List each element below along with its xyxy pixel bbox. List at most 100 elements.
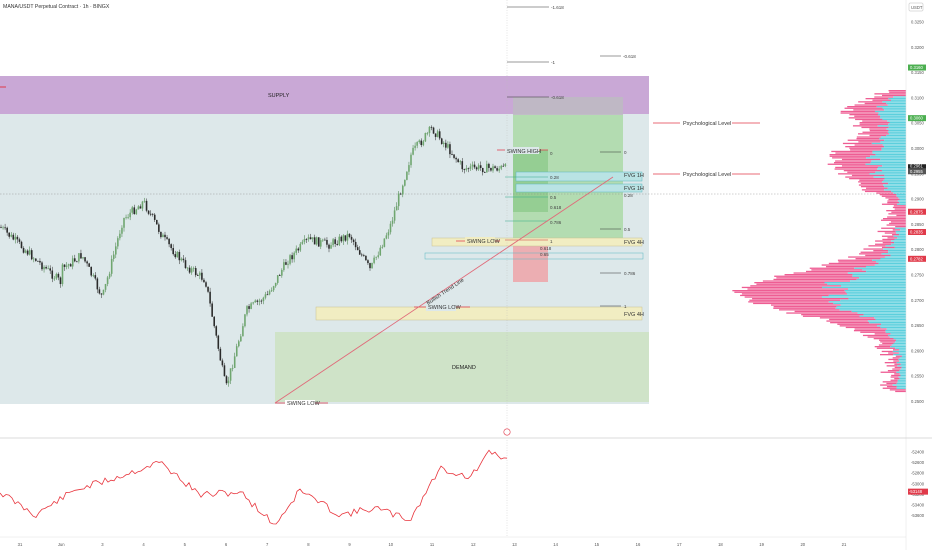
profile-bar-pink	[784, 274, 853, 276]
event-marker-icon[interactable]	[503, 428, 511, 436]
profile-bar-pink	[892, 368, 901, 370]
profile-bar-pink	[866, 187, 888, 189]
candle-body	[16, 236, 19, 240]
candle-body	[381, 246, 384, 248]
fvg-4h-box-b[interactable]	[315, 306, 643, 321]
profile-bar-pink	[874, 346, 891, 348]
profile-bar-cyan	[877, 166, 906, 169]
profile-bar-cyan	[896, 339, 906, 341]
profile-bar-pink	[849, 178, 885, 180]
price-tick-label: 0.2650	[911, 323, 924, 328]
profile-bar-cyan	[882, 181, 906, 183]
fib-label-top-3: -0.618	[551, 95, 564, 100]
profile-bar-pink	[882, 218, 906, 220]
profile-bar-cyan	[841, 285, 906, 287]
candle-body	[258, 300, 261, 302]
profile-bar-pink	[841, 158, 881, 161]
fvg-1h-box-b[interactable]	[515, 183, 643, 193]
candle-body	[141, 201, 144, 209]
profile-bar-cyan	[894, 246, 906, 249]
candle-body	[22, 248, 25, 253]
candle-body	[168, 238, 170, 245]
profile-bar-pink	[881, 246, 895, 249]
candle-body	[53, 278, 56, 280]
indicator-line	[0, 449, 508, 525]
profile-bar-pink	[819, 317, 875, 319]
candle-body	[299, 243, 302, 251]
candle-body	[428, 126, 431, 133]
candle-body	[328, 244, 330, 249]
candle-body	[440, 138, 443, 145]
profile-bar-cyan	[887, 120, 906, 122]
candle-body	[137, 206, 140, 210]
profile-bar-cyan	[901, 355, 906, 357]
price-tick-label: 0.2850	[911, 222, 924, 227]
profile-bar-cyan	[896, 387, 906, 389]
candle-body	[445, 142, 447, 148]
candle-body	[147, 210, 150, 214]
currency-label: USDT	[911, 5, 923, 10]
profile-bar-cyan	[870, 155, 906, 157]
time-tick-label: 15	[594, 542, 599, 547]
fvg-4h-label-b: FVG 4H	[624, 312, 644, 318]
profile-bar-cyan	[879, 117, 906, 119]
profile-bar-pink	[860, 251, 889, 253]
candle-body	[37, 260, 39, 262]
candle-body	[379, 247, 382, 256]
candle-body	[88, 263, 90, 267]
profile-bar-pink	[848, 117, 880, 119]
fvg-1h-box-a[interactable]	[515, 171, 643, 182]
candle-body	[123, 217, 125, 228]
profile-bar-cyan	[885, 245, 906, 247]
candle-body	[342, 235, 345, 242]
fib-label-h1: 1	[624, 304, 627, 309]
profile-bar-cyan	[869, 322, 906, 324]
profile-bar-pink	[858, 133, 889, 135]
symbol-title[interactable]: MANA/USDT Perpetual Contract · 1h · BING…	[3, 4, 110, 10]
indicator-axis[interactable]: -53600-53400-53200-53000-52800-52600-524…	[908, 450, 928, 519]
time-axis[interactable]: 31 Jun 3 4 5 6 7 8 9 10 11 12 13 14 15 16 17 18 19 20 21	[18, 542, 847, 547]
profile-bar-pink	[858, 101, 883, 103]
profile-bar-pink	[878, 344, 892, 346]
candle-body	[2, 227, 4, 229]
fib-label-05: 0.5	[550, 195, 557, 200]
currency-button[interactable]	[908, 2, 924, 12]
time-tick-label: 21	[842, 542, 847, 547]
time-tick-label: 11	[430, 542, 435, 547]
candle-body	[112, 254, 115, 259]
fvg-4h-box-a[interactable]	[431, 237, 643, 247]
bullish-trend-line[interactable]	[274, 176, 614, 404]
profile-bar-cyan	[896, 195, 906, 197]
profile-bar-pink	[844, 107, 883, 109]
candle-body	[45, 266, 47, 269]
profile-bar-pink	[858, 184, 884, 186]
profile-bar-cyan	[896, 362, 906, 364]
candle-body	[492, 166, 494, 171]
profile-bar-pink	[892, 206, 906, 209]
candle-body	[192, 268, 195, 269]
profile-bar-pink	[882, 238, 895, 241]
price-axis[interactable]: 0.3250 0.3200 0.3150 0.3100 0.3050 0.3000 0.29…	[911, 20, 924, 405]
candle-body	[297, 248, 300, 251]
profile-bar-pink	[859, 179, 884, 181]
profile-bar-cyan	[894, 238, 906, 241]
candle-body	[426, 132, 429, 134]
profile-bar-cyan	[883, 184, 906, 186]
candle-body	[238, 341, 240, 347]
demand-zone[interactable]	[275, 332, 649, 402]
candle-body	[303, 239, 306, 242]
time-tick-label: 10	[388, 542, 393, 547]
candle-body	[225, 376, 228, 384]
profile-bar-cyan	[822, 286, 906, 289]
price-tick-label: 0.3200	[911, 45, 924, 50]
indicator-tick-label: -53000	[911, 481, 925, 486]
candle-body	[283, 262, 285, 271]
candle-body	[268, 291, 271, 295]
profile-bar-cyan	[884, 256, 906, 258]
profile-bar-cyan	[878, 262, 906, 265]
profile-bar-pink	[753, 302, 834, 305]
candle-body	[266, 294, 269, 296]
candle-body	[471, 164, 474, 167]
profile-bar-cyan	[867, 320, 906, 322]
